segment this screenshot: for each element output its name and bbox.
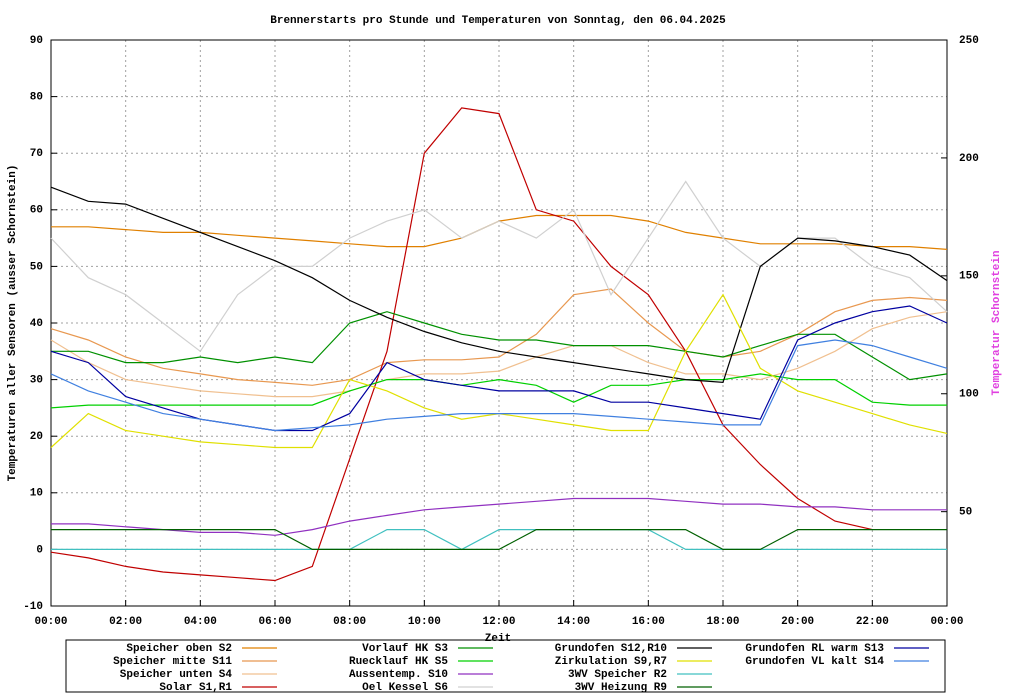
- legend-label: Aussentemp. S10: [349, 669, 448, 681]
- series-line: [50, 339, 948, 432]
- x-tick-label: 02:00: [109, 616, 142, 628]
- y-tick-label: -10: [23, 601, 43, 613]
- legend-label: Ruecklauf HK S5: [349, 656, 448, 668]
- x-tick-label: 18:00: [706, 616, 739, 628]
- x-tick-label: 22:00: [856, 616, 889, 628]
- legend-label: Speicher unten S4: [120, 669, 233, 681]
- y-tick-label: 50: [30, 261, 43, 273]
- x-tick-label: 20:00: [781, 616, 814, 628]
- x-tick-label: 08:00: [333, 616, 366, 628]
- series-line: [51, 311, 948, 381]
- x-tick-label: 16:00: [632, 616, 665, 628]
- x-tick-label: 14:00: [557, 616, 590, 628]
- x-tick-label: 12:00: [482, 616, 515, 628]
- y2-tick-label: 150: [959, 271, 979, 283]
- legend-label: Speicher mitte S11: [113, 656, 232, 668]
- y2-tick-label: 200: [959, 153, 979, 165]
- x-tick-label: 10:00: [408, 616, 441, 628]
- chart-title: Brennerstarts pro Stunde und Temperature…: [270, 15, 726, 27]
- y-tick-label: 60: [30, 205, 43, 217]
- legend-label: Vorlauf HK S3: [362, 643, 448, 655]
- y2-axis-label: Temperatur Schornstein: [991, 250, 1003, 395]
- x-axis-label: Zeit: [485, 633, 511, 645]
- legend-box: [65, 639, 946, 693]
- series-line: [50, 107, 873, 582]
- series-line: [50, 373, 947, 409]
- series-line: [50, 186, 948, 384]
- y-axis-label: Temperaturen aller Sensoren (ausser Scho…: [7, 165, 19, 482]
- y2-tick-label: 100: [959, 389, 979, 401]
- legend-label: Grundofen RL warm S13: [745, 643, 884, 655]
- legend-label: Oel Kessel S6: [362, 682, 448, 694]
- legend-label: Grundofen VL kalt S14: [745, 656, 884, 668]
- x-tick-label: 00:00: [930, 616, 963, 628]
- series-line: [51, 529, 947, 550]
- x-tick-label: 06:00: [258, 616, 291, 628]
- legend-label: Grundofen S12,R10: [555, 643, 667, 655]
- y-tick-label: 40: [30, 318, 43, 330]
- series-line: [51, 497, 947, 536]
- y-tick-label: 70: [30, 148, 43, 160]
- x-tick-label: 04:00: [184, 616, 217, 628]
- series-line: [51, 529, 947, 551]
- y2-tick-label: 50: [959, 507, 972, 519]
- y-tick-label: 10: [30, 488, 43, 500]
- y-tick-label: 90: [30, 35, 43, 47]
- y-tick-label: 30: [30, 375, 43, 387]
- legend-label: Zirkulation S9,R7: [555, 656, 667, 668]
- legend-label: 3WV Speicher R2: [568, 669, 667, 681]
- x-tick-label: 00:00: [34, 616, 67, 628]
- legend-label: 3WV Heizung R9: [575, 682, 667, 694]
- y-tick-label: 80: [30, 92, 43, 104]
- legend-label: Speicher oben S2: [126, 643, 232, 655]
- legend-label: Solar S1,R1: [159, 682, 232, 694]
- y2-tick-label: 250: [959, 35, 979, 47]
- y-tick-label: 0: [36, 544, 43, 556]
- y-tick-label: 20: [30, 431, 43, 443]
- series-line: [50, 311, 948, 398]
